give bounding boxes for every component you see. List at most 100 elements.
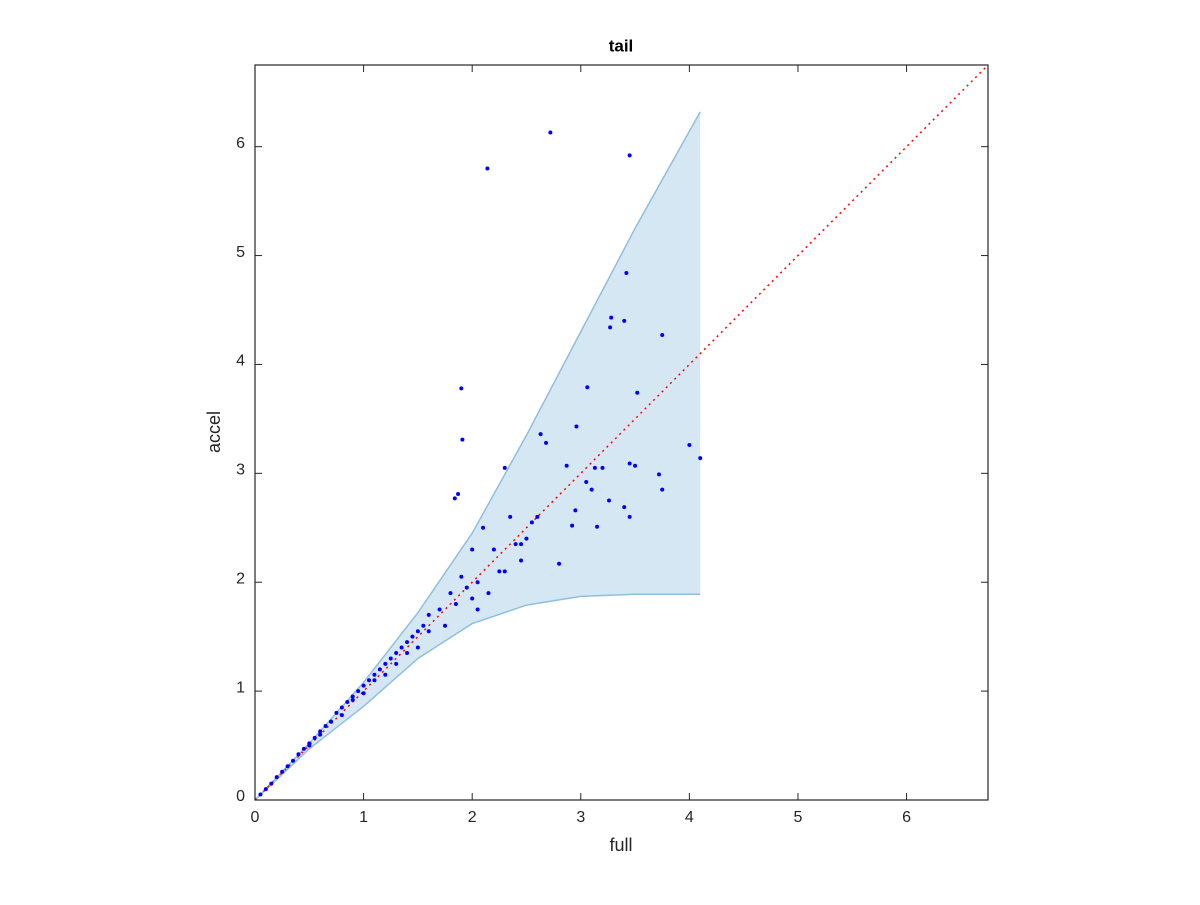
chart-title: tail [609, 36, 634, 55]
y-tick-label: 1 [236, 679, 245, 696]
point [453, 602, 458, 606]
point [405, 651, 410, 655]
point [475, 607, 480, 612]
point [421, 623, 426, 628]
point [608, 325, 613, 330]
point [334, 710, 339, 715]
band-area [255, 111, 701, 801]
point [263, 787, 268, 792]
point [312, 735, 317, 740]
point [481, 525, 486, 530]
point [318, 729, 323, 734]
point [519, 542, 524, 547]
point [383, 672, 388, 677]
y-tick-label: 0 [236, 788, 245, 805]
point [296, 752, 301, 757]
point [502, 465, 507, 470]
point [291, 758, 296, 763]
point [448, 591, 453, 596]
point [502, 569, 507, 574]
y-tick-label: 2 [236, 570, 245, 587]
point [301, 746, 306, 751]
point [456, 492, 461, 497]
point [426, 629, 431, 634]
point [280, 769, 285, 774]
point [622, 318, 627, 323]
point [585, 385, 590, 390]
point [609, 315, 614, 320]
point [452, 496, 457, 501]
x-tick-label: 2 [468, 809, 477, 826]
point [470, 596, 475, 601]
point [600, 465, 605, 470]
x-axis-label: full [609, 835, 632, 855]
x-tick-label: 5 [794, 809, 803, 826]
point [459, 386, 464, 391]
band-edge [254, 593, 701, 801]
point [426, 612, 431, 617]
point [635, 390, 640, 395]
x-tick-label: 6 [902, 809, 911, 826]
point [329, 719, 334, 724]
point [443, 623, 448, 628]
point [361, 691, 366, 696]
point [584, 480, 589, 485]
x-tick-label: 4 [685, 809, 694, 826]
point [383, 661, 388, 666]
point [459, 574, 464, 579]
x-tick-label: 3 [576, 809, 585, 826]
point [497, 569, 502, 574]
x-tick-label: 0 [251, 809, 260, 826]
point [633, 463, 638, 468]
point [470, 547, 475, 552]
point [660, 333, 665, 338]
point [274, 775, 279, 780]
axes-box [254, 64, 989, 801]
point [589, 487, 594, 492]
point [660, 487, 665, 492]
point [318, 732, 323, 737]
point [361, 683, 366, 688]
reference-line [254, 64, 989, 801]
point [437, 607, 442, 612]
point [269, 781, 274, 786]
point [524, 536, 529, 541]
y-axis-label: accel [204, 411, 224, 453]
point [687, 443, 692, 448]
point [607, 498, 612, 503]
point [627, 153, 632, 158]
band-edge [254, 111, 701, 801]
point [372, 678, 377, 683]
point [394, 651, 399, 655]
point [339, 705, 344, 710]
point [564, 463, 569, 468]
point [367, 678, 372, 683]
point [538, 432, 543, 437]
y-tick-label: 4 [236, 353, 245, 370]
point [570, 523, 575, 528]
point [544, 440, 549, 445]
point [573, 508, 578, 513]
point [399, 645, 404, 650]
point [627, 461, 632, 466]
y-tick-label: 5 [236, 244, 245, 261]
point [698, 456, 703, 461]
y-tick-label: 3 [236, 462, 245, 479]
point [350, 697, 355, 702]
point [356, 689, 361, 694]
point [258, 792, 263, 797]
point [323, 723, 328, 728]
point [519, 558, 524, 563]
point [405, 640, 410, 645]
point [486, 591, 491, 596]
point [475, 580, 480, 585]
point [529, 520, 534, 525]
point [372, 672, 377, 677]
point [595, 524, 600, 529]
x-tick-label: 1 [359, 809, 368, 826]
point [394, 661, 399, 666]
point [535, 514, 540, 519]
point [557, 561, 562, 566]
point [377, 667, 382, 672]
